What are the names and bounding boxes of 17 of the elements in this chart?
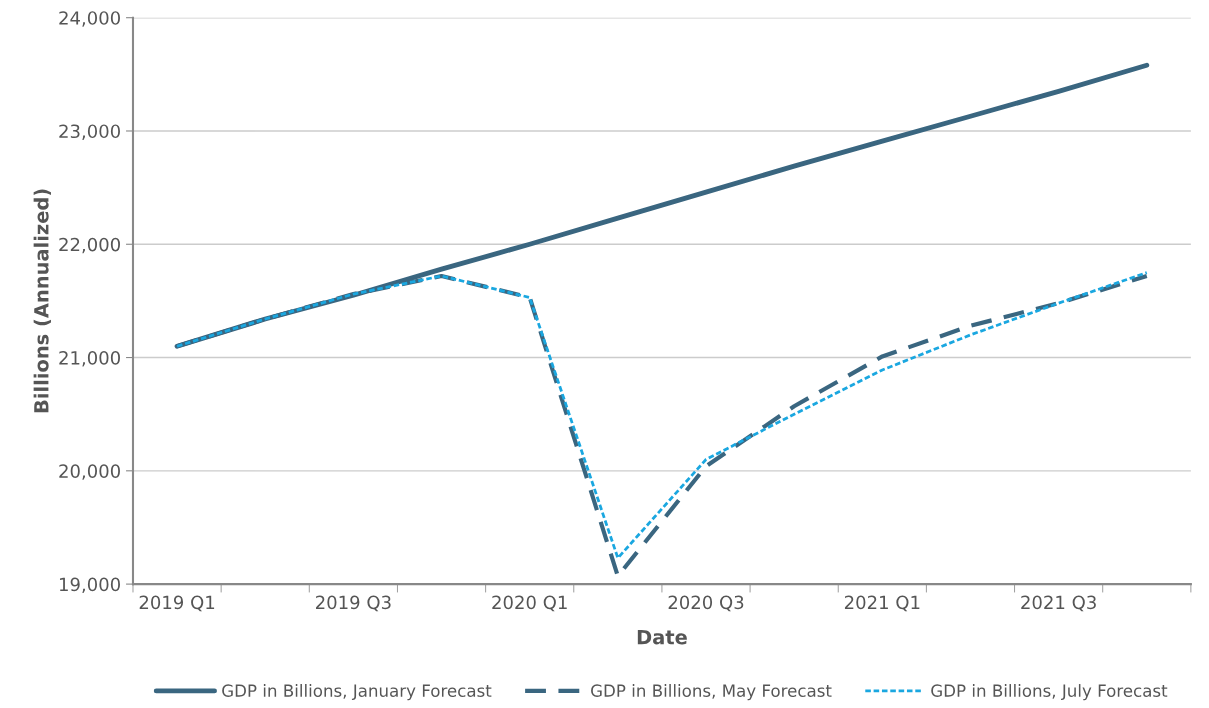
- legend-label: GDP in Billions, May Forecast: [591, 684, 832, 701]
- y-tick-label: 22,000: [59, 237, 120, 254]
- x-tick-label: 2021 Q1: [844, 595, 920, 612]
- x-tick-label: 2020 Q3: [668, 595, 744, 612]
- x-tick-label: 2019 Q3: [316, 595, 391, 612]
- x-tick-label: 2019 Q1: [139, 595, 215, 612]
- x-tick-label: 2021 Q3: [1021, 595, 1096, 612]
- x-axis-title: Date: [637, 629, 687, 645]
- y-tick-label: 21,000: [59, 351, 120, 367]
- y-tick-label: 24,000: [59, 11, 120, 27]
- legend-label: GDP in Billions, July Forecast: [931, 684, 1168, 701]
- y-tick-label: 23,000: [59, 124, 120, 140]
- legend-label: GDP in Billions, January Forecast: [222, 684, 492, 701]
- y-tick-label: 19,000: [59, 577, 120, 594]
- y-tick-label: 20,000: [59, 464, 120, 480]
- y-axis-title: Billions (Annualized): [33, 189, 51, 413]
- x-tick-label: 2020 Q1: [492, 595, 567, 612]
